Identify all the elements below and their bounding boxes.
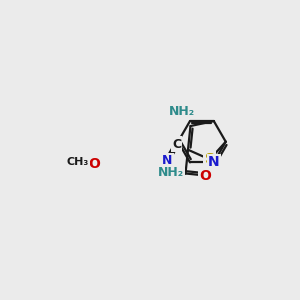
Text: CH₃: CH₃ xyxy=(67,157,89,167)
Text: N: N xyxy=(208,155,220,170)
Text: O: O xyxy=(200,169,212,183)
Text: NH₂: NH₂ xyxy=(158,166,184,179)
Text: O: O xyxy=(88,157,100,171)
Text: NH₂: NH₂ xyxy=(169,105,195,118)
Text: S: S xyxy=(205,152,215,167)
Text: N: N xyxy=(162,154,172,167)
Text: C: C xyxy=(172,138,181,151)
